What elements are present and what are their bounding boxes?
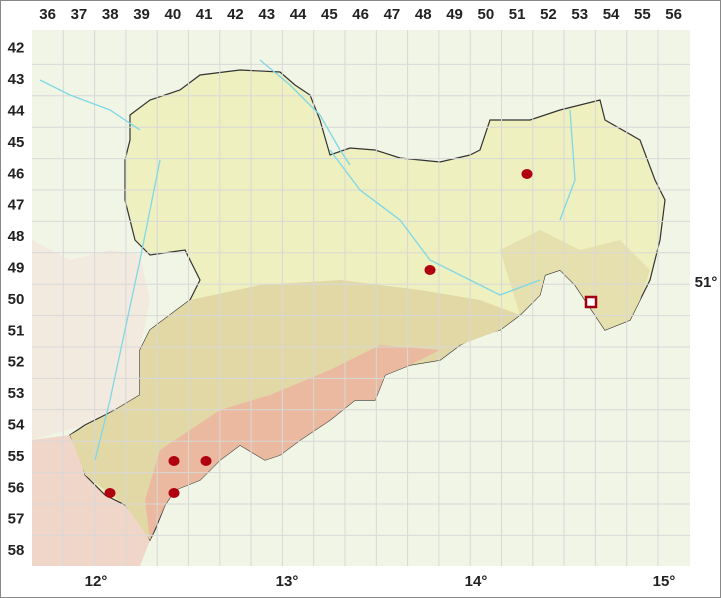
latitude-label: 51° [695,274,718,291]
longitude-label: 15° [653,573,676,590]
row-label: 46 [8,165,25,182]
row-label: 57 [8,511,25,528]
column-label: 42 [227,6,244,23]
east-upland [500,230,650,330]
row-label: 49 [8,259,25,276]
longitude-label: 14° [465,573,488,590]
river [259,59,351,166]
west-region [32,240,150,440]
column-label: 56 [665,6,682,23]
longitude-label: 12° [85,573,108,590]
column-label: 53 [571,6,588,23]
column-label: 44 [290,6,307,23]
occurrence-square [584,295,598,309]
river [559,109,576,221]
row-label: 53 [8,385,25,402]
row-label: 58 [8,542,25,559]
column-label: 39 [133,6,150,23]
occurrence-points [104,169,598,498]
column-label: 54 [603,6,620,23]
column-label: 40 [165,6,182,23]
row-label: 55 [8,448,25,465]
row-label: 54 [8,416,25,433]
row-label: 52 [8,354,25,371]
row-label: 51 [8,322,25,339]
river [329,149,541,296]
row-label: 42 [8,40,25,57]
grid [32,30,690,566]
river [39,79,141,131]
longitude-label: 13° [276,573,299,590]
row-label: 43 [8,71,25,88]
occurrence-dot [168,488,180,498]
column-label: 45 [321,6,338,23]
occurrence-dot [424,265,436,275]
column-label: 49 [446,6,463,23]
row-label: 47 [8,197,25,214]
southwest-region [32,435,150,566]
occurrence-dot [200,456,212,466]
mountain-area [145,345,440,540]
occurrence-dot [104,488,116,498]
row-label: 50 [8,291,25,308]
occurrence-dot [168,456,180,466]
column-label: 36 [39,6,56,23]
row-label: 45 [8,134,25,151]
column-label: 43 [258,6,275,23]
occurrence-dot [521,169,533,179]
column-label: 37 [71,6,88,23]
column-label: 38 [102,6,119,23]
column-label: 55 [634,6,651,23]
row-label: 48 [8,228,25,245]
column-label: 51 [509,6,526,23]
river [94,159,161,461]
column-label: 52 [540,6,557,23]
column-label: 41 [196,6,213,23]
column-label: 50 [478,6,495,23]
column-label: 46 [352,6,369,23]
column-label: 47 [384,6,401,23]
labels: 36 37 38 39 40 41 42 43 44 45 46 47 48 49 50 51 52 53 54 55… [8,6,718,590]
row-label: 56 [8,479,25,496]
column-label: 48 [415,6,432,23]
row-label: 44 [8,102,25,119]
